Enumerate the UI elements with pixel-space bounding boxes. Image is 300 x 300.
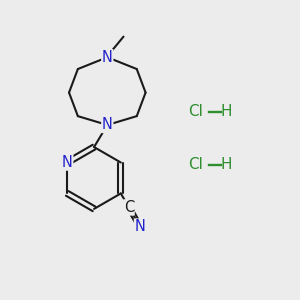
Text: N: N xyxy=(134,219,146,234)
Text: N: N xyxy=(62,155,73,170)
Text: Cl: Cl xyxy=(188,104,203,119)
Text: H: H xyxy=(221,104,232,119)
Text: N: N xyxy=(102,118,113,133)
Text: Cl: Cl xyxy=(188,157,203,172)
Text: N: N xyxy=(102,50,113,65)
Text: H: H xyxy=(221,157,232,172)
Text: C: C xyxy=(124,200,134,215)
